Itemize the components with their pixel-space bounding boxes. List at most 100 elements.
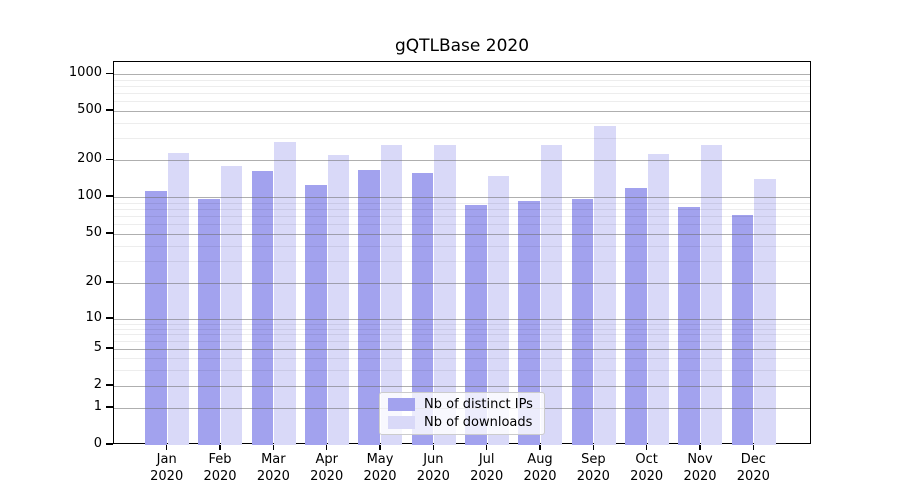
- y-axis-tick-label: 200: [77, 151, 102, 167]
- bar-nb-of-distinct-ips-nov: [678, 206, 700, 445]
- grid-line-major: [114, 160, 810, 162]
- x-axis-tick-label: Oct 2020: [619, 451, 675, 485]
- grid-line-minor: [114, 93, 810, 95]
- x-axis-tick-label-month: Aug: [527, 452, 553, 467]
- bar-nb-of-downloads-aug: [540, 145, 563, 445]
- x-axis-tick-label-month: May: [366, 452, 394, 467]
- y-axis-tick-label: 1: [93, 399, 102, 414]
- y-tick-mark: [106, 406, 113, 408]
- x-axis-tick-label-year: 2020: [736, 469, 770, 484]
- bar-nb-of-downloads-may: [380, 144, 403, 445]
- y-tick-mark: [106, 158, 113, 161]
- y-tick-mark: [106, 232, 113, 234]
- y-tick-mark: [106, 317, 113, 319]
- x-axis-tick-label-year: 2020: [683, 469, 717, 484]
- plot-area: [113, 61, 811, 445]
- grid-line-minor: [114, 369, 810, 371]
- bar-nb-of-downloads-dec: [754, 179, 776, 445]
- grid-line-major: [114, 234, 810, 235]
- x-axis-tick-label-month: Feb: [208, 452, 232, 467]
- x-tick-mark: [645, 445, 648, 450]
- bar-nb-of-distinct-ips-feb: [198, 198, 220, 445]
- y-tick-mark: [106, 109, 113, 111]
- grid-line-major: [114, 74, 810, 76]
- y-axis-tick-label: 20: [85, 274, 102, 289]
- x-axis-tick-label-month: Jan: [156, 452, 177, 467]
- bar-nb-of-downloads-jun: [434, 145, 456, 445]
- y-axis-tick-label: 1000: [68, 65, 102, 81]
- x-axis-tick-label: Mar 2020: [245, 451, 301, 485]
- x-tick-mark: [272, 445, 275, 450]
- bar-nb-of-distinct-ips-jan: [145, 190, 167, 445]
- grid-line-minor: [114, 261, 810, 263]
- y-tick-mark: [106, 281, 113, 283]
- x-axis-tick-label-year: 2020: [416, 469, 450, 484]
- x-axis-tick-label-year: 2020: [310, 469, 344, 484]
- y-axis-tick-label: 2: [93, 377, 102, 392]
- grid-line-minor: [114, 202, 810, 204]
- x-axis-tick-label-year: 2020: [630, 469, 664, 484]
- y-axis-tick-label: 100: [77, 188, 102, 203]
- x-axis-tick-label: Dec 2020: [725, 451, 781, 485]
- grid-line-major: [114, 283, 810, 284]
- x-axis-tick-label-year: 2020: [523, 469, 557, 484]
- x-axis-tick-label: Jun 2020: [405, 451, 461, 485]
- x-axis-tick-label: May 2020: [352, 451, 408, 485]
- bar-nb-of-downloads-jul: [487, 175, 510, 445]
- grid-line-major: [114, 349, 810, 350]
- bar-nb-of-downloads-oct: [647, 154, 670, 445]
- bar-nb-of-distinct-ips-mar: [251, 171, 274, 445]
- bar-nb-of-distinct-ips-dec: [731, 214, 754, 445]
- x-axis-tick-label-year: 2020: [256, 469, 290, 484]
- x-axis-tick-label-month: Apr: [315, 452, 338, 467]
- x-tick-mark: [592, 445, 595, 450]
- legend: Nb of distinct IPs Nb of downloads: [379, 392, 545, 435]
- x-axis-tick-label: Apr 2020: [299, 451, 355, 485]
- x-tick-mark: [539, 445, 541, 450]
- x-tick-mark: [325, 445, 328, 450]
- x-axis-tick-label-year: 2020: [470, 469, 504, 484]
- grid-line-minor: [114, 138, 810, 140]
- grid-line-minor: [114, 123, 810, 124]
- bar-nb-of-distinct-ips-apr: [305, 184, 327, 445]
- x-axis-tick-label: Sep 2020: [565, 451, 621, 485]
- grid-line-major: [114, 111, 810, 112]
- bar-nb-of-distinct-ips-jul: [465, 205, 487, 445]
- bar-nb-of-downloads-jan: [167, 153, 190, 445]
- x-axis-tick-label-month: Oct: [635, 452, 658, 467]
- legend-label-downloads: Nb of downloads: [424, 415, 533, 430]
- x-axis-tick-label-year: 2020: [576, 469, 610, 484]
- grid-line-minor: [114, 101, 810, 103]
- y-tick-mark: [106, 443, 113, 445]
- legend-swatch-downloads: [388, 416, 415, 429]
- legend-item-downloads: Nb of downloads: [388, 414, 536, 431]
- legend-label-distinct-ips: Nb of distinct IPs: [424, 397, 533, 412]
- x-axis-tick-label: Jul 2020: [459, 451, 515, 485]
- y-tick-mark: [106, 72, 113, 75]
- grid-line-minor: [114, 224, 810, 226]
- bar-nb-of-distinct-ips-sep: [571, 199, 594, 445]
- x-tick-mark: [752, 445, 755, 450]
- grid-line-minor: [114, 245, 810, 247]
- x-axis-tick-label-month: Jul: [478, 452, 495, 467]
- grid-line-minor: [114, 79, 810, 81]
- x-axis-tick-label-month: Dec: [740, 452, 766, 467]
- x-axis-tick-label: Feb 2020: [192, 451, 248, 485]
- x-axis-tick-label-year: 2020: [363, 469, 397, 484]
- y-tick-mark: [106, 384, 113, 386]
- grid-line-minor: [114, 86, 810, 88]
- legend-item-distinct-ips: Nb of distinct IPs: [388, 396, 536, 413]
- grid-line-major: [114, 319, 810, 320]
- grid-line-major: [114, 386, 810, 387]
- x-axis-tick-label-year: 2020: [203, 469, 237, 484]
- grid-line-minor: [114, 323, 810, 325]
- grid-line-major: [114, 197, 810, 198]
- x-axis-tick-label-month: Sep: [581, 452, 606, 467]
- y-tick-mark: [106, 195, 113, 197]
- chart-title: gQTLBase 2020: [394, 36, 530, 56]
- y-axis-tick-label: 5: [93, 340, 102, 355]
- bar-nb-of-downloads-sep: [594, 126, 616, 445]
- x-tick-mark: [485, 445, 488, 450]
- bar-nb-of-distinct-ips-jun: [411, 172, 434, 445]
